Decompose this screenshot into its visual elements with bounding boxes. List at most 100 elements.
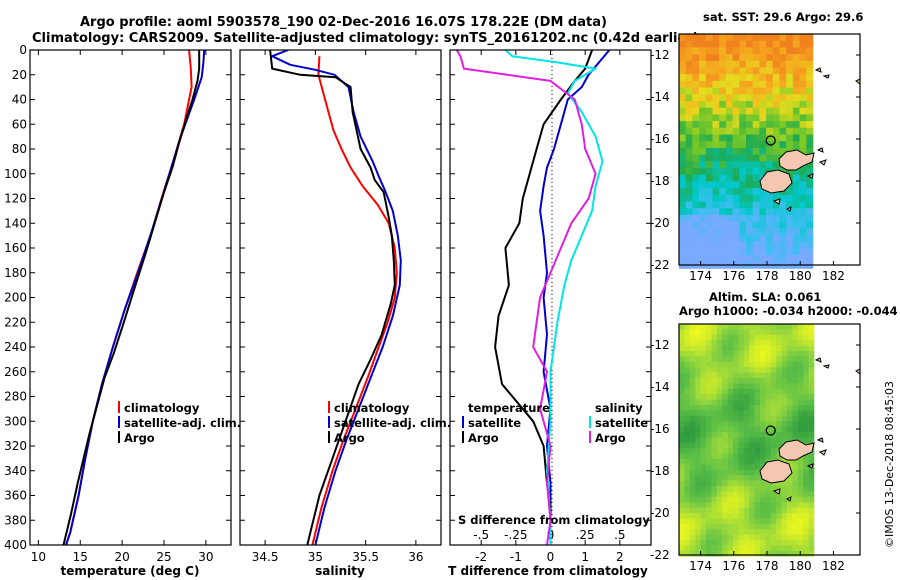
sst-cell xyxy=(792,141,800,149)
sla-cell xyxy=(711,448,718,454)
sst-cell xyxy=(786,34,794,41)
sst-cell xyxy=(679,34,686,41)
sst-cell xyxy=(679,161,686,169)
sla-cell xyxy=(743,329,750,336)
sla-cell xyxy=(781,378,788,384)
sst-cell xyxy=(705,147,713,155)
sst-cell xyxy=(725,154,733,162)
sla-cell xyxy=(808,324,815,330)
temperature-legend-sat: satellite-adj. clim. xyxy=(124,416,241,430)
sst-cell xyxy=(732,127,740,135)
sst-cell xyxy=(699,47,707,55)
sst-cell xyxy=(806,141,814,149)
sst-cell xyxy=(732,201,740,209)
sst-cell xyxy=(685,127,693,135)
sla-cell xyxy=(722,540,728,546)
sla-cell xyxy=(797,464,804,471)
sla-cell xyxy=(770,529,777,535)
sst-cell xyxy=(719,174,727,182)
x-tick-label: 1 xyxy=(581,550,589,564)
sst-cell xyxy=(732,134,740,142)
sla-cell xyxy=(711,502,718,508)
sla-cell xyxy=(689,437,696,444)
sst-cell xyxy=(679,194,686,202)
sst-cell xyxy=(719,168,727,175)
sst-cell xyxy=(806,221,814,229)
sla-cell xyxy=(760,518,766,525)
sst-cell xyxy=(725,127,733,135)
sst-cell xyxy=(746,94,753,102)
sla-cell xyxy=(770,534,777,541)
sla-map-frame xyxy=(678,323,861,556)
sla-cell xyxy=(684,475,691,481)
sst-cell xyxy=(766,214,774,222)
sla-cell xyxy=(803,480,809,487)
sla-cell xyxy=(760,351,766,357)
sst-cell xyxy=(746,127,753,135)
sla-cell xyxy=(792,415,799,422)
sst-cell xyxy=(685,40,693,48)
sla-cell xyxy=(727,545,734,552)
sla-cell xyxy=(711,523,718,530)
sst-cell xyxy=(699,127,707,135)
sla-cell xyxy=(689,405,696,411)
sla-cell xyxy=(754,523,761,530)
map-y-tick-label: -16 xyxy=(650,422,670,436)
temperature-legend-swatch-argo xyxy=(118,431,120,443)
difference-legend: temperature salinity satellite Argo sate… xyxy=(462,401,648,445)
sla-cell xyxy=(684,453,691,460)
sla-cell xyxy=(808,550,815,557)
sst-cell xyxy=(806,241,814,249)
sla-cell xyxy=(711,399,718,406)
sla-cell xyxy=(700,550,707,557)
sla-cell xyxy=(679,518,685,525)
sla-cell xyxy=(700,502,707,508)
sla-cell xyxy=(711,383,718,390)
sla-cell xyxy=(770,496,777,503)
sla-cell xyxy=(716,453,723,460)
map-y-tick-label: -16 xyxy=(650,132,670,146)
sla-cell xyxy=(679,421,685,427)
sla-cell xyxy=(792,534,799,541)
sst-cell xyxy=(799,94,807,102)
sla-cell xyxy=(679,426,685,433)
sst-cell xyxy=(692,101,700,108)
sla-cell xyxy=(760,394,766,400)
sst-cell xyxy=(705,208,713,216)
sla-cell xyxy=(716,356,723,363)
sst-cell xyxy=(692,47,700,55)
sla-cell xyxy=(787,345,793,352)
sst-cell xyxy=(719,121,727,129)
series-line-argo xyxy=(62,50,201,545)
sst-cell xyxy=(752,174,760,182)
sla-cell xyxy=(776,453,782,460)
sst-cell xyxy=(712,60,720,68)
sst-cell xyxy=(732,74,740,82)
sst-cell xyxy=(792,208,800,216)
sla-cell xyxy=(797,399,804,406)
y-tick-label: 360 xyxy=(4,489,27,503)
sla-cell xyxy=(749,345,755,352)
sla-cell xyxy=(776,507,782,514)
sla-cell xyxy=(722,545,728,552)
sla-cell xyxy=(722,426,728,433)
sst-cell xyxy=(792,134,800,142)
sla-cell xyxy=(803,405,809,411)
sla-cell xyxy=(792,329,799,336)
sla-cell xyxy=(738,329,745,336)
y-tick-label: 120 xyxy=(4,192,27,206)
map-x-tick-label: 176 xyxy=(722,559,745,573)
sla-cell xyxy=(733,329,739,336)
sst-cell xyxy=(759,147,767,155)
sla-cell xyxy=(765,324,772,330)
sst-cell xyxy=(759,94,767,102)
sla-cell xyxy=(695,426,701,433)
sla-cell xyxy=(808,469,815,476)
sla-cell xyxy=(743,421,750,427)
sla-cell xyxy=(706,448,712,454)
sla-cell xyxy=(781,496,788,503)
sla-cell xyxy=(700,361,707,368)
sla-cell xyxy=(749,340,755,346)
sst-cell xyxy=(799,54,807,62)
sst-cell xyxy=(759,194,767,202)
